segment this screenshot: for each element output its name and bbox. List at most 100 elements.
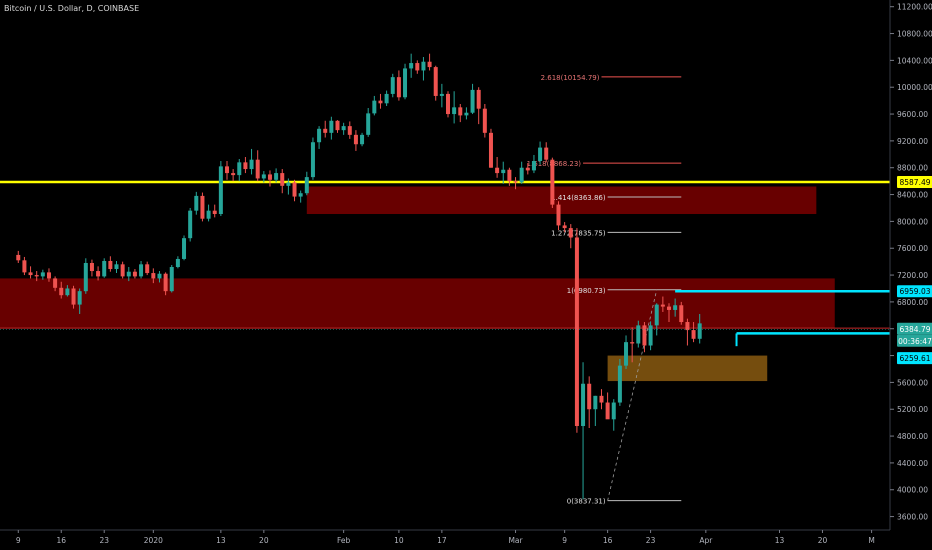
candle-body-50[interactable]	[323, 128, 328, 133]
candle-body-42[interactable]	[274, 173, 279, 180]
candle-body-36[interactable]	[237, 162, 242, 176]
candle-body-89[interactable]	[562, 225, 567, 229]
candle-body-39[interactable]	[255, 159, 260, 179]
candle-body-53[interactable]	[341, 126, 346, 131]
candle-body-67[interactable]	[427, 61, 432, 68]
candle-body-12[interactable]	[89, 262, 94, 272]
candle-body-98[interactable]	[617, 365, 622, 403]
candle-body-20[interactable]	[139, 264, 144, 277]
candle-body-59[interactable]	[378, 100, 383, 104]
candle-body-13[interactable]	[96, 271, 101, 277]
candle-body-62[interactable]	[396, 77, 401, 98]
candle-body-65[interactable]	[415, 63, 420, 71]
candle-body-93[interactable]	[587, 383, 592, 410]
candle-body-88[interactable]	[556, 204, 561, 226]
candle-body-19[interactable]	[132, 271, 137, 277]
candle-body-48[interactable]	[310, 142, 315, 178]
candle-body-34[interactable]	[225, 166, 229, 174]
candle-body-107[interactable]	[673, 305, 678, 310]
candle-body-54[interactable]	[347, 126, 352, 135]
candle-body-81[interactable]	[513, 181, 518, 183]
candle-body-16[interactable]	[114, 264, 119, 270]
candle-body-21[interactable]	[145, 264, 150, 274]
candle-body-7[interactable]	[59, 287, 64, 296]
candle-body-30[interactable]	[200, 195, 205, 219]
candle-body-103[interactable]	[648, 325, 653, 346]
candle-body-106[interactable]	[667, 306, 671, 310]
candle-body-32[interactable]	[212, 210, 217, 215]
candle-body-71[interactable]	[452, 107, 457, 115]
candle-body-95[interactable]	[599, 395, 604, 403]
candle-body-96[interactable]	[605, 402, 610, 420]
candle-body-58[interactable]	[372, 100, 377, 114]
candle-body-79[interactable]	[501, 169, 506, 174]
candle-body-27[interactable]	[182, 238, 187, 259]
candle-body-108[interactable]	[679, 305, 684, 323]
candle-body-83[interactable]	[525, 167, 530, 171]
candle-body-100[interactable]	[630, 342, 635, 344]
candle-body-43[interactable]	[280, 173, 285, 186]
candle-body-92[interactable]	[581, 383, 586, 427]
candle-body-22[interactable]	[151, 273, 156, 279]
candle-body-101[interactable]	[636, 325, 641, 344]
candle-body-91[interactable]	[574, 237, 579, 427]
candle-body-51[interactable]	[329, 120, 334, 133]
candle-body-38[interactable]	[249, 159, 254, 170]
candle-body-4[interactable]	[40, 272, 45, 277]
candle-body-1[interactable]	[22, 260, 27, 273]
candle-body-52[interactable]	[335, 120, 340, 131]
candle-body-97[interactable]	[611, 402, 616, 420]
candle-body-18[interactable]	[126, 271, 131, 277]
candle-body-10[interactable]	[77, 291, 82, 305]
candle-body-85[interactable]	[538, 147, 543, 162]
candle-body-46[interactable]	[298, 193, 303, 197]
candle-body-61[interactable]	[390, 77, 395, 94]
candle-body-11[interactable]	[83, 262, 88, 292]
candle-body-68[interactable]	[433, 67, 438, 96]
candle-body-2[interactable]	[28, 272, 33, 276]
candle-body-75[interactable]	[476, 89, 481, 109]
candle-body-104[interactable]	[654, 304, 659, 326]
candle-body-87[interactable]	[550, 159, 555, 205]
candle-body-102[interactable]	[642, 325, 647, 346]
candle-body-78[interactable]	[495, 167, 500, 174]
candle-body-111[interactable]	[697, 323, 702, 339]
candle-body-37[interactable]	[243, 162, 248, 170]
candle-body-80[interactable]	[507, 169, 512, 182]
candle-body-72[interactable]	[458, 107, 463, 116]
candle-body-41[interactable]	[267, 174, 272, 180]
candle-body-8[interactable]	[65, 288, 70, 296]
candle-body-57[interactable]	[366, 113, 371, 135]
candle-body-40[interactable]	[261, 174, 266, 179]
candle-body-25[interactable]	[169, 267, 174, 292]
candle-body-69[interactable]	[439, 93, 444, 96]
candle-body-14[interactable]	[102, 260, 107, 277]
candle-body-82[interactable]	[519, 167, 524, 183]
candle-body-74[interactable]	[470, 89, 475, 113]
candle-body-6[interactable]	[53, 278, 58, 288]
candle-body-105[interactable]	[660, 304, 665, 307]
candle-body-76[interactable]	[482, 108, 487, 133]
candle-body-28[interactable]	[188, 210, 193, 239]
candle-body-49[interactable]	[317, 128, 322, 143]
candle-body-45[interactable]	[292, 182, 297, 197]
candle-body-77[interactable]	[488, 132, 493, 168]
candle-body-55[interactable]	[353, 134, 358, 145]
candle-body-63[interactable]	[403, 68, 408, 98]
candle-body-47[interactable]	[304, 177, 309, 194]
candle-body-9[interactable]	[71, 288, 76, 305]
candle-body-70[interactable]	[446, 93, 450, 115]
candle-body-60[interactable]	[384, 93, 389, 104]
candle-body-73[interactable]	[464, 112, 469, 116]
candle-body-86[interactable]	[544, 147, 549, 160]
candle-body-24[interactable]	[163, 273, 168, 292]
candle-body-64[interactable]	[409, 63, 414, 69]
candle-body-0[interactable]	[16, 254, 21, 261]
candle-body-5[interactable]	[46, 272, 51, 279]
candle-body-66[interactable]	[421, 61, 426, 71]
candle-body-44[interactable]	[286, 182, 291, 186]
candle-body-3[interactable]	[34, 275, 39, 277]
candle-body-110[interactable]	[691, 330, 696, 339]
candle-body-29[interactable]	[194, 195, 199, 211]
